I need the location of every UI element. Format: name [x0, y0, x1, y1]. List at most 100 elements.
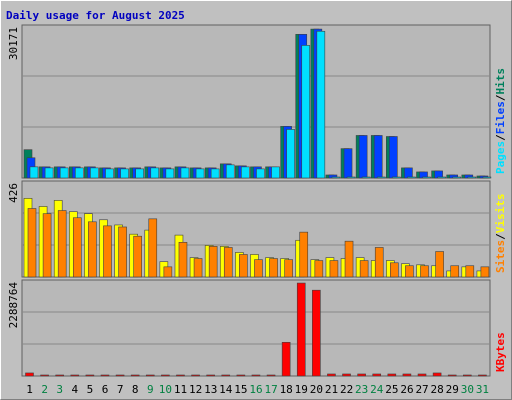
bar	[465, 265, 475, 278]
x-tick-label: 26	[400, 383, 413, 396]
x-tick-label: 15	[234, 383, 247, 396]
bar	[191, 374, 200, 377]
bar	[27, 208, 37, 278]
legend: Pages/Files/Hits	[494, 68, 507, 174]
bar	[301, 45, 311, 179]
bar	[480, 266, 490, 278]
legend-separator: /	[494, 233, 507, 240]
x-tick-label: 13	[204, 383, 217, 396]
legend-entry: KBytes	[494, 332, 507, 372]
bar	[402, 373, 412, 377]
max-label: 30171	[7, 27, 20, 60]
x-tick-label: 31	[476, 383, 489, 396]
x-tick-label: 27	[415, 383, 428, 396]
bar	[359, 260, 369, 278]
bar	[130, 374, 140, 377]
bar	[70, 374, 80, 377]
chart-title: Daily usage for August 2025	[6, 9, 185, 22]
bar	[392, 176, 401, 179]
bar	[271, 166, 280, 179]
x-tick-label: 5	[87, 383, 94, 396]
legend: Sites/Visits	[494, 194, 507, 274]
bar	[284, 259, 293, 278]
bar	[269, 258, 278, 278]
bar	[316, 30, 326, 179]
bar	[178, 241, 188, 278]
bar	[296, 282, 306, 377]
bar	[390, 262, 399, 278]
bar	[90, 167, 99, 179]
bar	[241, 166, 250, 179]
x-tick-label: 9	[147, 383, 154, 396]
bar	[163, 266, 173, 278]
bar	[463, 374, 472, 377]
bar	[221, 374, 231, 377]
bar	[42, 213, 52, 278]
x-tick-label: 8	[132, 383, 139, 396]
bar	[346, 176, 356, 179]
legend-entry: Files	[494, 101, 507, 134]
bar	[447, 374, 457, 377]
bar	[372, 373, 382, 377]
bar	[25, 372, 34, 377]
bar	[312, 289, 321, 377]
bar	[161, 374, 170, 377]
bar	[165, 168, 175, 179]
bar	[40, 374, 49, 377]
bar	[437, 176, 446, 179]
legend-separator: /	[494, 134, 507, 141]
bar	[208, 246, 218, 278]
x-tick-label: 4	[72, 383, 79, 396]
bar	[467, 176, 477, 179]
bar	[44, 167, 54, 179]
bar	[251, 374, 261, 377]
bar	[145, 374, 155, 377]
bar	[452, 176, 462, 179]
x-tick-label: 18	[280, 383, 293, 396]
legend: KBytes	[494, 332, 507, 372]
x-tick-label: 29	[446, 383, 459, 396]
x-tick-label: 11	[174, 383, 187, 396]
x-tick-label: 16	[249, 383, 262, 396]
bar	[55, 374, 64, 377]
bar	[176, 374, 185, 377]
bar	[420, 265, 429, 278]
bar	[103, 225, 112, 278]
bar	[358, 135, 368, 179]
legend-entry: Visits	[494, 194, 507, 234]
bar	[223, 247, 233, 278]
x-tick-label: 1	[26, 383, 33, 396]
bar	[482, 176, 492, 179]
bar	[331, 176, 341, 179]
x-tick-label: 20	[310, 383, 323, 396]
max-label: 2288764	[7, 282, 20, 329]
x-tick-label: 19	[295, 383, 308, 396]
legend-entry: Pages	[494, 141, 507, 174]
bar	[357, 373, 366, 377]
legend-entry: Hits	[494, 68, 507, 95]
x-tick-label: 17	[264, 383, 277, 396]
bar	[450, 265, 460, 278]
bar	[59, 167, 69, 179]
bar	[404, 167, 413, 179]
bar	[135, 168, 144, 179]
bar	[256, 168, 265, 179]
bar	[57, 210, 67, 278]
bar	[422, 176, 431, 179]
bar	[100, 374, 110, 377]
bar	[29, 166, 39, 179]
x-tick-label: 2	[41, 383, 48, 396]
x-tick-label: 30	[461, 383, 474, 396]
bar	[180, 167, 190, 179]
bar	[343, 148, 353, 179]
x-tick-label: 28	[431, 383, 444, 396]
x-tick-label: 14	[219, 383, 233, 396]
bar	[236, 374, 246, 377]
legend-separator: /	[494, 94, 507, 101]
bar	[405, 265, 414, 278]
bar	[314, 260, 324, 278]
bar	[361, 176, 371, 179]
bar	[478, 374, 487, 377]
max-label: 426	[7, 183, 20, 203]
x-tick-label: 24	[370, 383, 384, 396]
